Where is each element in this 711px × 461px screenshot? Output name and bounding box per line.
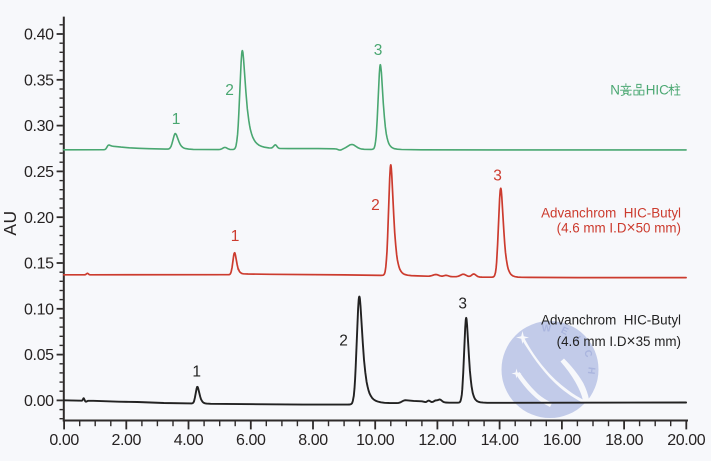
- svg-text:10.00: 10.00: [356, 432, 395, 449]
- svg-text:0.30: 0.30: [24, 118, 54, 135]
- svg-text:0.00: 0.00: [24, 393, 54, 410]
- svg-text:Advanchrom HIC-Butyl: Advanchrom HIC-Butyl: [541, 313, 681, 328]
- svg-text:4.00: 4.00: [174, 432, 204, 449]
- svg-text:0.00: 0.00: [49, 432, 79, 449]
- svg-text:0.05: 0.05: [24, 347, 54, 364]
- svg-text:Advanchrom HIC-Butyl: Advanchrom HIC-Butyl: [541, 205, 681, 220]
- svg-text:(4.6 mm I.D×50 mm): (4.6 mm I.D×50 mm): [557, 219, 681, 236]
- svg-text:3: 3: [374, 42, 383, 59]
- svg-text:2: 2: [371, 197, 380, 214]
- svg-text:0.20: 0.20: [24, 210, 54, 227]
- svg-text:12.00: 12.00: [418, 432, 457, 449]
- svg-text:0.40: 0.40: [24, 27, 54, 44]
- svg-text:1: 1: [192, 363, 201, 380]
- svg-text:0.25: 0.25: [24, 164, 54, 181]
- svg-text:6.00: 6.00: [236, 432, 266, 449]
- svg-text:N: N: [610, 82, 620, 97]
- svg-text:16.00: 16.00: [543, 432, 582, 449]
- svg-text:2: 2: [339, 333, 348, 350]
- svg-text:0.15: 0.15: [24, 256, 54, 273]
- svg-text:0.35: 0.35: [24, 72, 54, 89]
- svg-text:1: 1: [172, 111, 181, 128]
- svg-text:HIC: HIC: [646, 82, 669, 97]
- svg-text:3: 3: [458, 296, 467, 313]
- svg-text:3: 3: [493, 167, 502, 184]
- svg-text:8.00: 8.00: [298, 432, 328, 449]
- svg-text:20.00: 20.00: [667, 432, 706, 449]
- svg-text:AU: AU: [0, 210, 20, 235]
- svg-text:2.00: 2.00: [112, 432, 142, 449]
- svg-text:(4.6 mm I.D×35 mm): (4.6 mm I.D×35 mm): [557, 333, 681, 350]
- svg-text:2: 2: [225, 82, 234, 99]
- svg-text:14.00: 14.00: [481, 432, 520, 449]
- svg-text:18.00: 18.00: [605, 432, 644, 449]
- svg-text:0.10: 0.10: [24, 301, 54, 318]
- svg-text:1: 1: [231, 228, 240, 245]
